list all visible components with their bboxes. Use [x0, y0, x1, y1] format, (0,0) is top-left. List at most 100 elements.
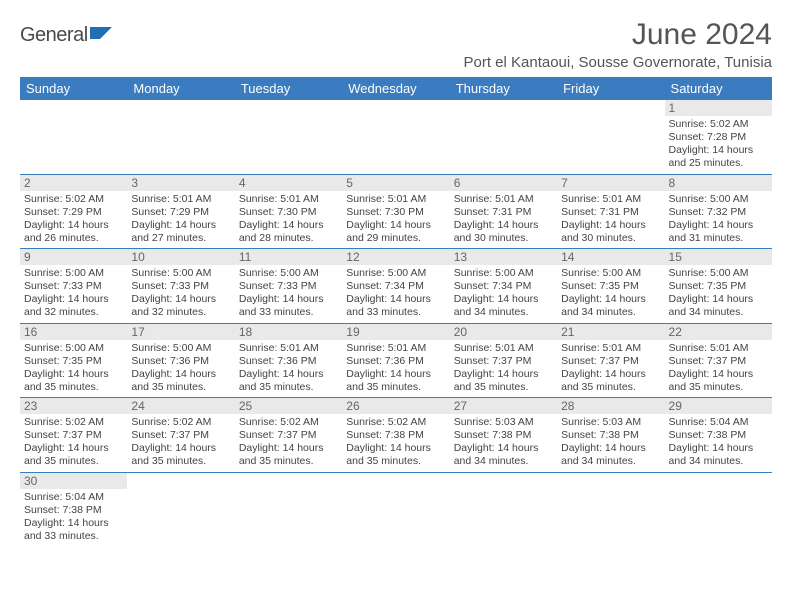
day-info: Sunrise: 5:00 AMSunset: 7:33 PMDaylight:…	[235, 265, 342, 323]
day-info: Sunrise: 5:00 AMSunset: 7:35 PMDaylight:…	[20, 340, 127, 398]
logo-text: General	[20, 24, 114, 47]
day-number: 13	[450, 249, 557, 265]
day-number: 21	[557, 324, 664, 340]
day-info: Sunrise: 5:04 AMSunset: 7:38 PMDaylight:…	[20, 489, 127, 547]
day-number: 29	[665, 398, 772, 414]
calendar-cell: 15Sunrise: 5:00 AMSunset: 7:35 PMDayligh…	[665, 249, 772, 324]
calendar-cell: 25Sunrise: 5:02 AMSunset: 7:37 PMDayligh…	[235, 398, 342, 473]
day-number: 26	[342, 398, 449, 414]
day-info: Sunrise: 5:03 AMSunset: 7:38 PMDaylight:…	[450, 414, 557, 472]
day-info: Sunrise: 5:02 AMSunset: 7:28 PMDaylight:…	[665, 116, 772, 174]
calendar-row: 1Sunrise: 5:02 AMSunset: 7:28 PMDaylight…	[20, 100, 772, 174]
calendar-cell: 12Sunrise: 5:00 AMSunset: 7:34 PMDayligh…	[342, 249, 449, 324]
location-text: Port el Kantaoui, Sousse Governorate, Tu…	[463, 54, 772, 71]
day-info: Sunrise: 5:02 AMSunset: 7:37 PMDaylight:…	[235, 414, 342, 472]
calendar-cell: 5Sunrise: 5:01 AMSunset: 7:30 PMDaylight…	[342, 174, 449, 249]
day-info: Sunrise: 5:01 AMSunset: 7:31 PMDaylight:…	[557, 191, 664, 249]
weekday-header: Thursday	[450, 77, 557, 100]
day-number: 11	[235, 249, 342, 265]
day-number: 10	[127, 249, 234, 265]
day-info: Sunrise: 5:01 AMSunset: 7:30 PMDaylight:…	[342, 191, 449, 249]
calendar-cell-empty	[235, 100, 342, 174]
day-info: Sunrise: 5:00 AMSunset: 7:36 PMDaylight:…	[127, 340, 234, 398]
calendar-cell-empty	[20, 100, 127, 174]
weekday-header: Friday	[557, 77, 664, 100]
calendar-cell-empty	[342, 100, 449, 174]
day-number: 27	[450, 398, 557, 414]
header: General June 2024 Port el Kantaoui, Sous…	[20, 18, 772, 71]
day-number: 14	[557, 249, 664, 265]
day-info: Sunrise: 5:02 AMSunset: 7:37 PMDaylight:…	[127, 414, 234, 472]
day-number: 22	[665, 324, 772, 340]
day-number: 3	[127, 175, 234, 191]
weekday-header: Monday	[127, 77, 234, 100]
calendar-cell: 9Sunrise: 5:00 AMSunset: 7:33 PMDaylight…	[20, 249, 127, 324]
calendar-cell: 14Sunrise: 5:00 AMSunset: 7:35 PMDayligh…	[557, 249, 664, 324]
weekday-header: Tuesday	[235, 77, 342, 100]
day-number: 7	[557, 175, 664, 191]
calendar-cell: 17Sunrise: 5:00 AMSunset: 7:36 PMDayligh…	[127, 323, 234, 398]
calendar-cell-empty	[235, 472, 342, 546]
calendar-cell-empty	[127, 100, 234, 174]
calendar-row: 2Sunrise: 5:02 AMSunset: 7:29 PMDaylight…	[20, 174, 772, 249]
calendar-cell: 21Sunrise: 5:01 AMSunset: 7:37 PMDayligh…	[557, 323, 664, 398]
day-info: Sunrise: 5:02 AMSunset: 7:38 PMDaylight:…	[342, 414, 449, 472]
day-info: Sunrise: 5:02 AMSunset: 7:29 PMDaylight:…	[20, 191, 127, 249]
flag-icon	[90, 24, 114, 47]
calendar-cell: 22Sunrise: 5:01 AMSunset: 7:37 PMDayligh…	[665, 323, 772, 398]
calendar-cell: 13Sunrise: 5:00 AMSunset: 7:34 PMDayligh…	[450, 249, 557, 324]
day-info: Sunrise: 5:03 AMSunset: 7:38 PMDaylight:…	[557, 414, 664, 472]
calendar-cell-empty	[450, 100, 557, 174]
calendar-cell-empty	[127, 472, 234, 546]
day-number: 6	[450, 175, 557, 191]
day-number: 16	[20, 324, 127, 340]
day-info: Sunrise: 5:00 AMSunset: 7:33 PMDaylight:…	[20, 265, 127, 323]
calendar-cell: 1Sunrise: 5:02 AMSunset: 7:28 PMDaylight…	[665, 100, 772, 174]
calendar-cell: 28Sunrise: 5:03 AMSunset: 7:38 PMDayligh…	[557, 398, 664, 473]
day-info: Sunrise: 5:00 AMSunset: 7:35 PMDaylight:…	[557, 265, 664, 323]
calendar-cell: 2Sunrise: 5:02 AMSunset: 7:29 PMDaylight…	[20, 174, 127, 249]
day-info: Sunrise: 5:00 AMSunset: 7:35 PMDaylight:…	[665, 265, 772, 323]
day-info: Sunrise: 5:01 AMSunset: 7:36 PMDaylight:…	[342, 340, 449, 398]
calendar-row: 9Sunrise: 5:00 AMSunset: 7:33 PMDaylight…	[20, 249, 772, 324]
day-number: 28	[557, 398, 664, 414]
day-number: 5	[342, 175, 449, 191]
calendar-cell: 16Sunrise: 5:00 AMSunset: 7:35 PMDayligh…	[20, 323, 127, 398]
weekday-header: Saturday	[665, 77, 772, 100]
day-number: 8	[665, 175, 772, 191]
calendar-cell: 6Sunrise: 5:01 AMSunset: 7:31 PMDaylight…	[450, 174, 557, 249]
calendar-cell: 18Sunrise: 5:01 AMSunset: 7:36 PMDayligh…	[235, 323, 342, 398]
weekday-header: Wednesday	[342, 77, 449, 100]
day-info: Sunrise: 5:01 AMSunset: 7:31 PMDaylight:…	[450, 191, 557, 249]
calendar-cell: 23Sunrise: 5:02 AMSunset: 7:37 PMDayligh…	[20, 398, 127, 473]
day-number: 12	[342, 249, 449, 265]
calendar-cell: 19Sunrise: 5:01 AMSunset: 7:36 PMDayligh…	[342, 323, 449, 398]
calendar-table: SundayMondayTuesdayWednesdayThursdayFrid…	[20, 77, 772, 546]
calendar-cell: 7Sunrise: 5:01 AMSunset: 7:31 PMDaylight…	[557, 174, 664, 249]
calendar-row: 30Sunrise: 5:04 AMSunset: 7:38 PMDayligh…	[20, 472, 772, 546]
logo: General	[20, 24, 114, 47]
day-info: Sunrise: 5:04 AMSunset: 7:38 PMDaylight:…	[665, 414, 772, 472]
day-number: 1	[665, 100, 772, 116]
day-number: 19	[342, 324, 449, 340]
calendar-header-row: SundayMondayTuesdayWednesdayThursdayFrid…	[20, 77, 772, 100]
day-info: Sunrise: 5:00 AMSunset: 7:33 PMDaylight:…	[127, 265, 234, 323]
calendar-cell-empty	[665, 472, 772, 546]
day-info: Sunrise: 5:01 AMSunset: 7:37 PMDaylight:…	[450, 340, 557, 398]
calendar-cell-empty	[557, 472, 664, 546]
calendar-cell: 30Sunrise: 5:04 AMSunset: 7:38 PMDayligh…	[20, 472, 127, 546]
calendar-cell: 20Sunrise: 5:01 AMSunset: 7:37 PMDayligh…	[450, 323, 557, 398]
calendar-cell: 4Sunrise: 5:01 AMSunset: 7:30 PMDaylight…	[235, 174, 342, 249]
calendar-body: 1Sunrise: 5:02 AMSunset: 7:28 PMDaylight…	[20, 100, 772, 546]
calendar-cell: 8Sunrise: 5:00 AMSunset: 7:32 PMDaylight…	[665, 174, 772, 249]
day-number: 18	[235, 324, 342, 340]
day-number: 30	[20, 473, 127, 489]
day-info: Sunrise: 5:02 AMSunset: 7:37 PMDaylight:…	[20, 414, 127, 472]
calendar-cell-empty	[342, 472, 449, 546]
title-block: June 2024 Port el Kantaoui, Sousse Gover…	[463, 18, 772, 71]
calendar-cell: 27Sunrise: 5:03 AMSunset: 7:38 PMDayligh…	[450, 398, 557, 473]
day-info: Sunrise: 5:01 AMSunset: 7:36 PMDaylight:…	[235, 340, 342, 398]
day-number: 24	[127, 398, 234, 414]
day-info: Sunrise: 5:00 AMSunset: 7:32 PMDaylight:…	[665, 191, 772, 249]
day-number: 15	[665, 249, 772, 265]
